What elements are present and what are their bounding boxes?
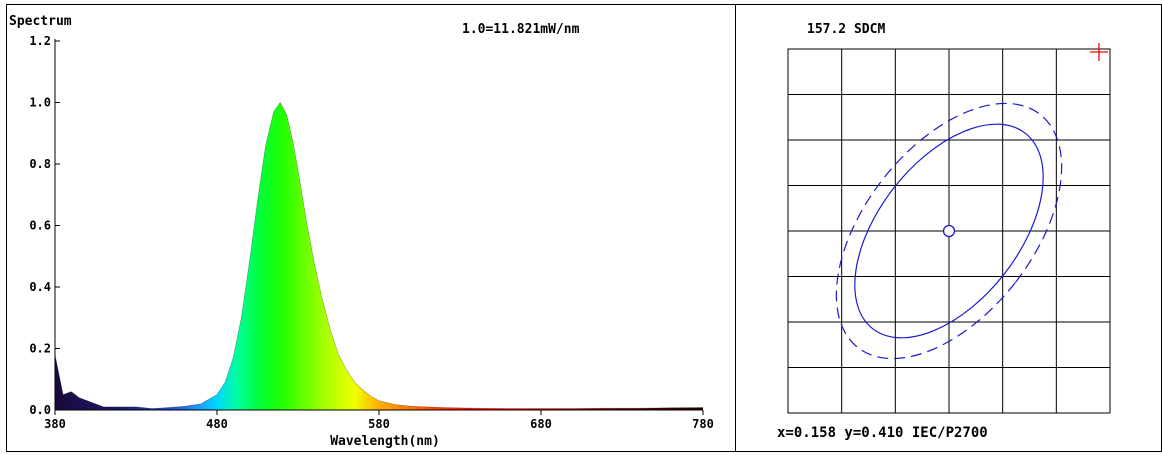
y-tick-label: 1.2 [29, 34, 51, 48]
x-tick-label: 680 [530, 417, 552, 431]
spectrum-panel: Spectrum 1.0=11.821mW/nm Wavelength(nm) … [6, 4, 736, 452]
x-tick-label: 380 [44, 417, 66, 431]
y-tick-label: 1.0 [29, 96, 51, 110]
x-tick-label: 780 [692, 417, 714, 431]
scale-label: 1.0=11.821mW/nm [462, 22, 580, 37]
sdcm-title: 157.2 SDCM [807, 22, 885, 37]
x-tick-label: 480 [206, 417, 228, 431]
spectrum-area [54, 101, 704, 410]
x-tick-label: 580 [368, 417, 390, 431]
y-tick-label: 0.6 [29, 219, 51, 233]
ellipse-solid [854, 123, 1044, 339]
spectrum-line [54, 101, 704, 409]
y-tick-label: 0.8 [29, 157, 51, 171]
y-tick-label: 0.4 [29, 280, 51, 294]
chart-title: Spectrum [9, 14, 72, 29]
target-point-marker [942, 224, 956, 238]
y-tick-label: 0.2 [29, 342, 51, 356]
spectrum-fill [55, 102, 703, 410]
sdcm-grid [787, 48, 1111, 414]
chromaticity-panel: 157.2 SDCM x=0.158 y=0.410 IEC/P2700 [735, 4, 1162, 452]
chromaticity-readout: x=0.158 y=0.410 IEC/P2700 [777, 425, 988, 441]
markers [942, 43, 1108, 238]
sdcm-chart: 157.2 SDCM x=0.158 y=0.410 IEC/P2700 [777, 22, 1111, 441]
spectrum-chart: Spectrum 1.0=11.821mW/nm Wavelength(nm) … [9, 14, 714, 449]
axes: 0.0 0.2 0.4 0.6 0.8 1.0 1.2 380 480 580 680 780 [29, 34, 714, 431]
x-axis-label: Wavelength(nm) [330, 434, 440, 449]
y-tick-label: 0.0 [29, 403, 51, 417]
